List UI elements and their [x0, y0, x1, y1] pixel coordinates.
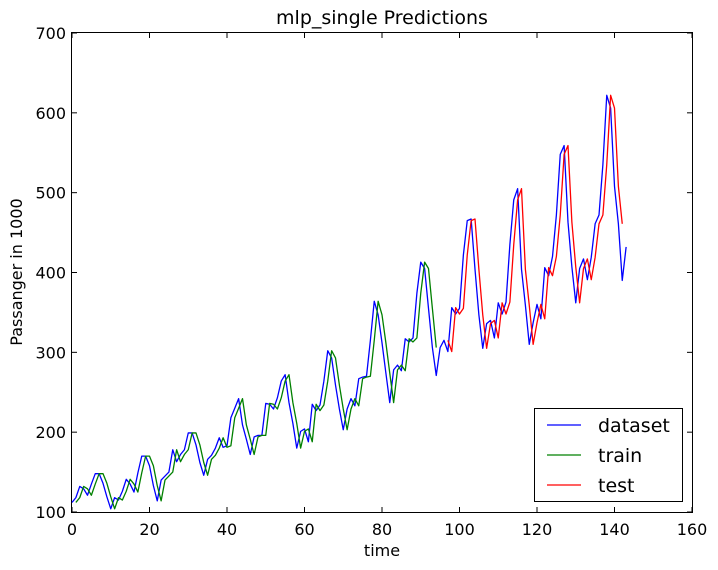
chart-title: mlp_single Predictions [276, 7, 488, 29]
legend-label-test: test [598, 475, 635, 497]
x-tick-label: 20 [139, 520, 159, 539]
series-line-test [447, 94, 623, 353]
y-tick-label: 400 [35, 264, 66, 283]
y-tick-label: 300 [35, 343, 66, 362]
x-tick-label: 60 [294, 520, 314, 539]
y-axis-label: Passanger in 1000 [7, 198, 26, 345]
x-tick-label: 140 [599, 520, 630, 539]
x-tick-label: 0 [67, 520, 77, 539]
series-line-train [75, 261, 437, 510]
x-tick-label: 120 [522, 520, 553, 539]
x-tick-label: 160 [677, 520, 708, 539]
y-tick-label: 600 [35, 104, 66, 123]
series-line-dataset [71, 94, 627, 510]
legend-label-dataset: dataset [598, 415, 670, 437]
legend: dataset train test [534, 408, 683, 502]
x-tick-label: 80 [372, 520, 392, 539]
series-layer [71, 94, 627, 510]
legend-label-train: train [598, 445, 642, 467]
x-tick-label: 40 [217, 520, 237, 539]
x-tick-label: 100 [444, 520, 475, 539]
x-axis-label: time [364, 541, 400, 560]
axis-ticks: 0 20 40 60 80 100 120 140 160 100 200 300 400 500 600 7… [35, 24, 707, 539]
y-tick-label: 200 [35, 423, 66, 442]
y-tick-label: 700 [35, 24, 66, 43]
y-tick-label: 500 [35, 184, 66, 203]
y-tick-label: 100 [35, 503, 66, 522]
